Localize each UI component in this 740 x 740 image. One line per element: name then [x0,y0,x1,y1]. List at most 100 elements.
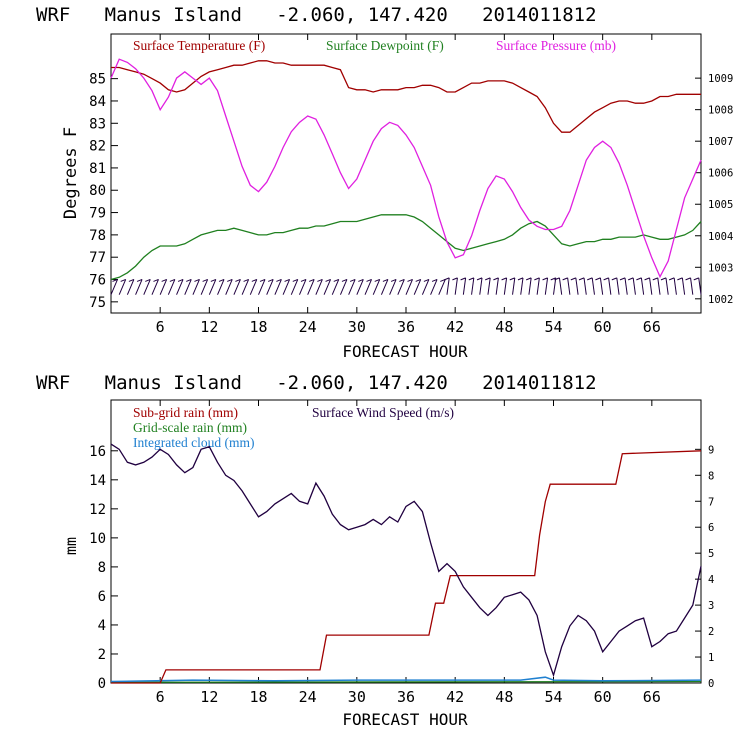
wind-barb-staff [282,279,291,295]
wind-barb-flag [308,278,315,282]
wind-barb-staff [233,279,241,295]
wind-barb-staff [624,277,628,295]
wind-barb-staff [487,277,491,295]
wind-barb-staff [454,277,458,295]
wind-barb-flag [578,277,585,281]
x-tick-label: 60 [594,318,612,336]
y-tick-label: 79 [89,206,106,222]
wind-barb-flag [382,278,389,282]
y2-tick-label: 1009 [708,73,733,85]
wind-barb-staff [690,277,694,295]
wind-barb-staff [241,279,250,295]
wind-barb-staff [462,277,467,295]
y-tick-label: 77 [89,250,106,266]
y2-tick-label: 9 [708,444,714,456]
x-tick-label: 66 [643,318,661,336]
wind-barb-flag [399,278,405,282]
y2-tick-label: 4 [708,574,714,586]
wind-barb-flag [485,277,491,281]
y-tick-label: 81 [89,161,106,177]
wind-barb-staff [471,277,475,295]
top-x-axis-label: FORECAST HOUR [342,342,468,361]
y-tick-label: 0 [98,676,106,692]
wind-barb-staff [681,277,686,295]
wind-barb-staff [673,277,677,295]
wind-barb-staff [339,279,348,295]
wind-barb-staff [143,279,151,295]
wind-barb-flag [218,278,225,282]
legend-surface-wind-speed: Surface Wind Speed (m/s) [312,405,454,420]
wind-barb-flag [542,277,548,281]
wind-barb-flag [628,277,634,281]
x-tick-label: 54 [544,318,562,336]
y2-tick-label: 5 [708,548,714,560]
wind-barb-flag [243,278,249,282]
series-grid-scale-rain-line [110,680,702,683]
wind-barb-flag [349,278,356,282]
wind-barb-flag [534,277,540,281]
wind-barb-flag [660,277,667,281]
wind-barb-staff [323,279,332,295]
wind-barb-flag [685,277,691,281]
wind-barb-staff [583,277,587,295]
wind-barb-flag [210,278,217,282]
wind-barb-staff [553,277,557,295]
wind-barb-flag [460,277,466,281]
wind-barb-flag [374,278,380,282]
wind-barb-staff [544,277,549,295]
wind-barb-staff [315,279,323,295]
y-tick-label: 78 [89,228,106,244]
wind-barb-staff [135,279,143,295]
wind-barb-flag [227,278,233,282]
wind-barb-staff [405,279,413,295]
wind-barb-staff [307,279,315,295]
series-surface-wind-speed-line [110,443,702,678]
wind-barb-flag [120,278,126,282]
wind-barb-flag [284,278,290,282]
wind-barb-flag [677,277,683,281]
wind-barb-staff [274,279,282,295]
wind-barb-flag [407,278,413,282]
wind-barb-flag [550,277,556,281]
wind-barb-flag [366,278,372,282]
x-tick-label: 12 [200,318,218,336]
y-tick-label: 8 [98,560,106,576]
bottom-y-axis-label: mm [62,537,80,555]
wind-barb-flag [341,278,348,282]
y-tick-label: 85 [89,72,106,88]
top-chart-title: WRF Manus Island -2.060, 147.420 2014011… [36,4,597,26]
y2-tick-label: 1008 [708,105,733,117]
wind-barb-flag [468,277,474,281]
wind-barb-flag [202,278,208,282]
wind-barb-staff [495,277,499,295]
x-tick-label: 42 [446,318,464,336]
wind-barb-flag [161,278,167,282]
y2-tick-label: 3 [708,600,714,612]
top-plot-frame [110,33,702,314]
y2-tick-label: 1006 [708,168,733,180]
y2-tick-label: 1004 [708,231,733,243]
wind-barb-staff [389,279,397,295]
bottom-x-axis-label: FORECAST HOUR [342,710,468,729]
wind-barb-staff [397,279,405,295]
series-surface-temperature-line [111,60,701,133]
y2-tick-label: 8 [708,470,714,482]
wind-barbs [110,277,702,295]
wind-barb-flag [517,277,524,281]
top-panel: WRF Manus Island -2.060, 147.420 2014011… [36,4,733,361]
x-tick-label: 18 [249,318,267,336]
legend-grid-scale-rain: Grid-scale rain (mm) [133,420,247,435]
wind-barb-staff [192,279,200,295]
wind-barb-staff [217,279,225,295]
wind-barb-staff [290,279,299,295]
wind-barb-flag [333,278,339,282]
wind-barb-staff [176,279,184,295]
x-tick-label: 42 [446,688,464,706]
x-tick-label: 48 [495,318,513,336]
wind-barb-staff [520,277,524,295]
wind-barb-staff [536,277,540,295]
y2-tick-label: 1 [708,652,714,664]
wind-barb-staff [640,277,645,295]
wind-barb-flag [317,278,323,282]
